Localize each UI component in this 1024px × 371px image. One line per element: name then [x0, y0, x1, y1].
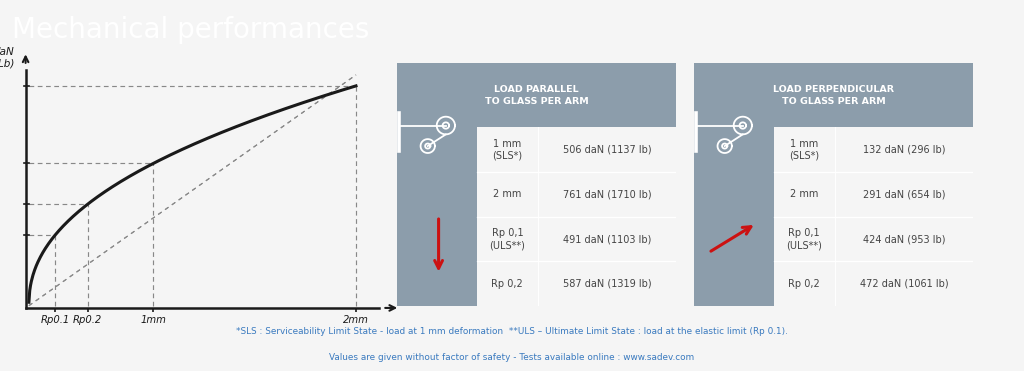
Text: 291 daN (654 lb): 291 daN (654 lb) — [862, 190, 945, 200]
Text: LOAD PERPENDICULAR
TO GLASS PER ARM: LOAD PERPENDICULAR TO GLASS PER ARM — [773, 85, 894, 106]
Text: 506 daN (1137 lb): 506 daN (1137 lb) — [562, 145, 651, 155]
Text: 132 daN (296 lb): 132 daN (296 lb) — [862, 145, 945, 155]
Text: Rp 0,2: Rp 0,2 — [788, 279, 820, 289]
Text: LOAD PARALLEL
TO GLASS PER ARM: LOAD PARALLEL TO GLASS PER ARM — [484, 85, 589, 106]
Text: 1 mm
(SLS*): 1 mm (SLS*) — [790, 139, 819, 161]
Text: 491 daN (1103 lb): 491 daN (1103 lb) — [563, 234, 651, 244]
Bar — [397, 63, 676, 128]
Text: Values are given without factor of safety - Tests available online : www.sadev.c: Values are given without factor of safet… — [330, 353, 694, 362]
Bar — [694, 63, 774, 306]
Text: 761 daN (1710 lb): 761 daN (1710 lb) — [562, 190, 651, 200]
Text: 472 daN (1061 lb): 472 daN (1061 lb) — [859, 279, 948, 289]
Bar — [397, 63, 477, 306]
Bar — [694, 63, 973, 128]
Text: 424 daN (953 lb): 424 daN (953 lb) — [862, 234, 945, 244]
Text: Rp 0,2: Rp 0,2 — [492, 279, 523, 289]
Text: 2 mm: 2 mm — [494, 190, 521, 200]
Text: daN
(Lb): daN (Lb) — [0, 47, 14, 68]
Text: Mechanical performances: Mechanical performances — [12, 16, 370, 44]
Text: 1 mm
(SLS*): 1 mm (SLS*) — [493, 139, 522, 161]
Text: Rp 0,1
(ULS**): Rp 0,1 (ULS**) — [786, 228, 822, 250]
Text: Rp 0,1
(ULS**): Rp 0,1 (ULS**) — [489, 228, 525, 250]
Text: *SLS : Serviceability Limit State - load at 1 mm deformation  **ULS – Ultimate L: *SLS : Serviceability Limit State - load… — [237, 327, 787, 336]
Text: 2 mm: 2 mm — [791, 190, 818, 200]
Text: 587 daN (1319 lb): 587 daN (1319 lb) — [562, 279, 651, 289]
